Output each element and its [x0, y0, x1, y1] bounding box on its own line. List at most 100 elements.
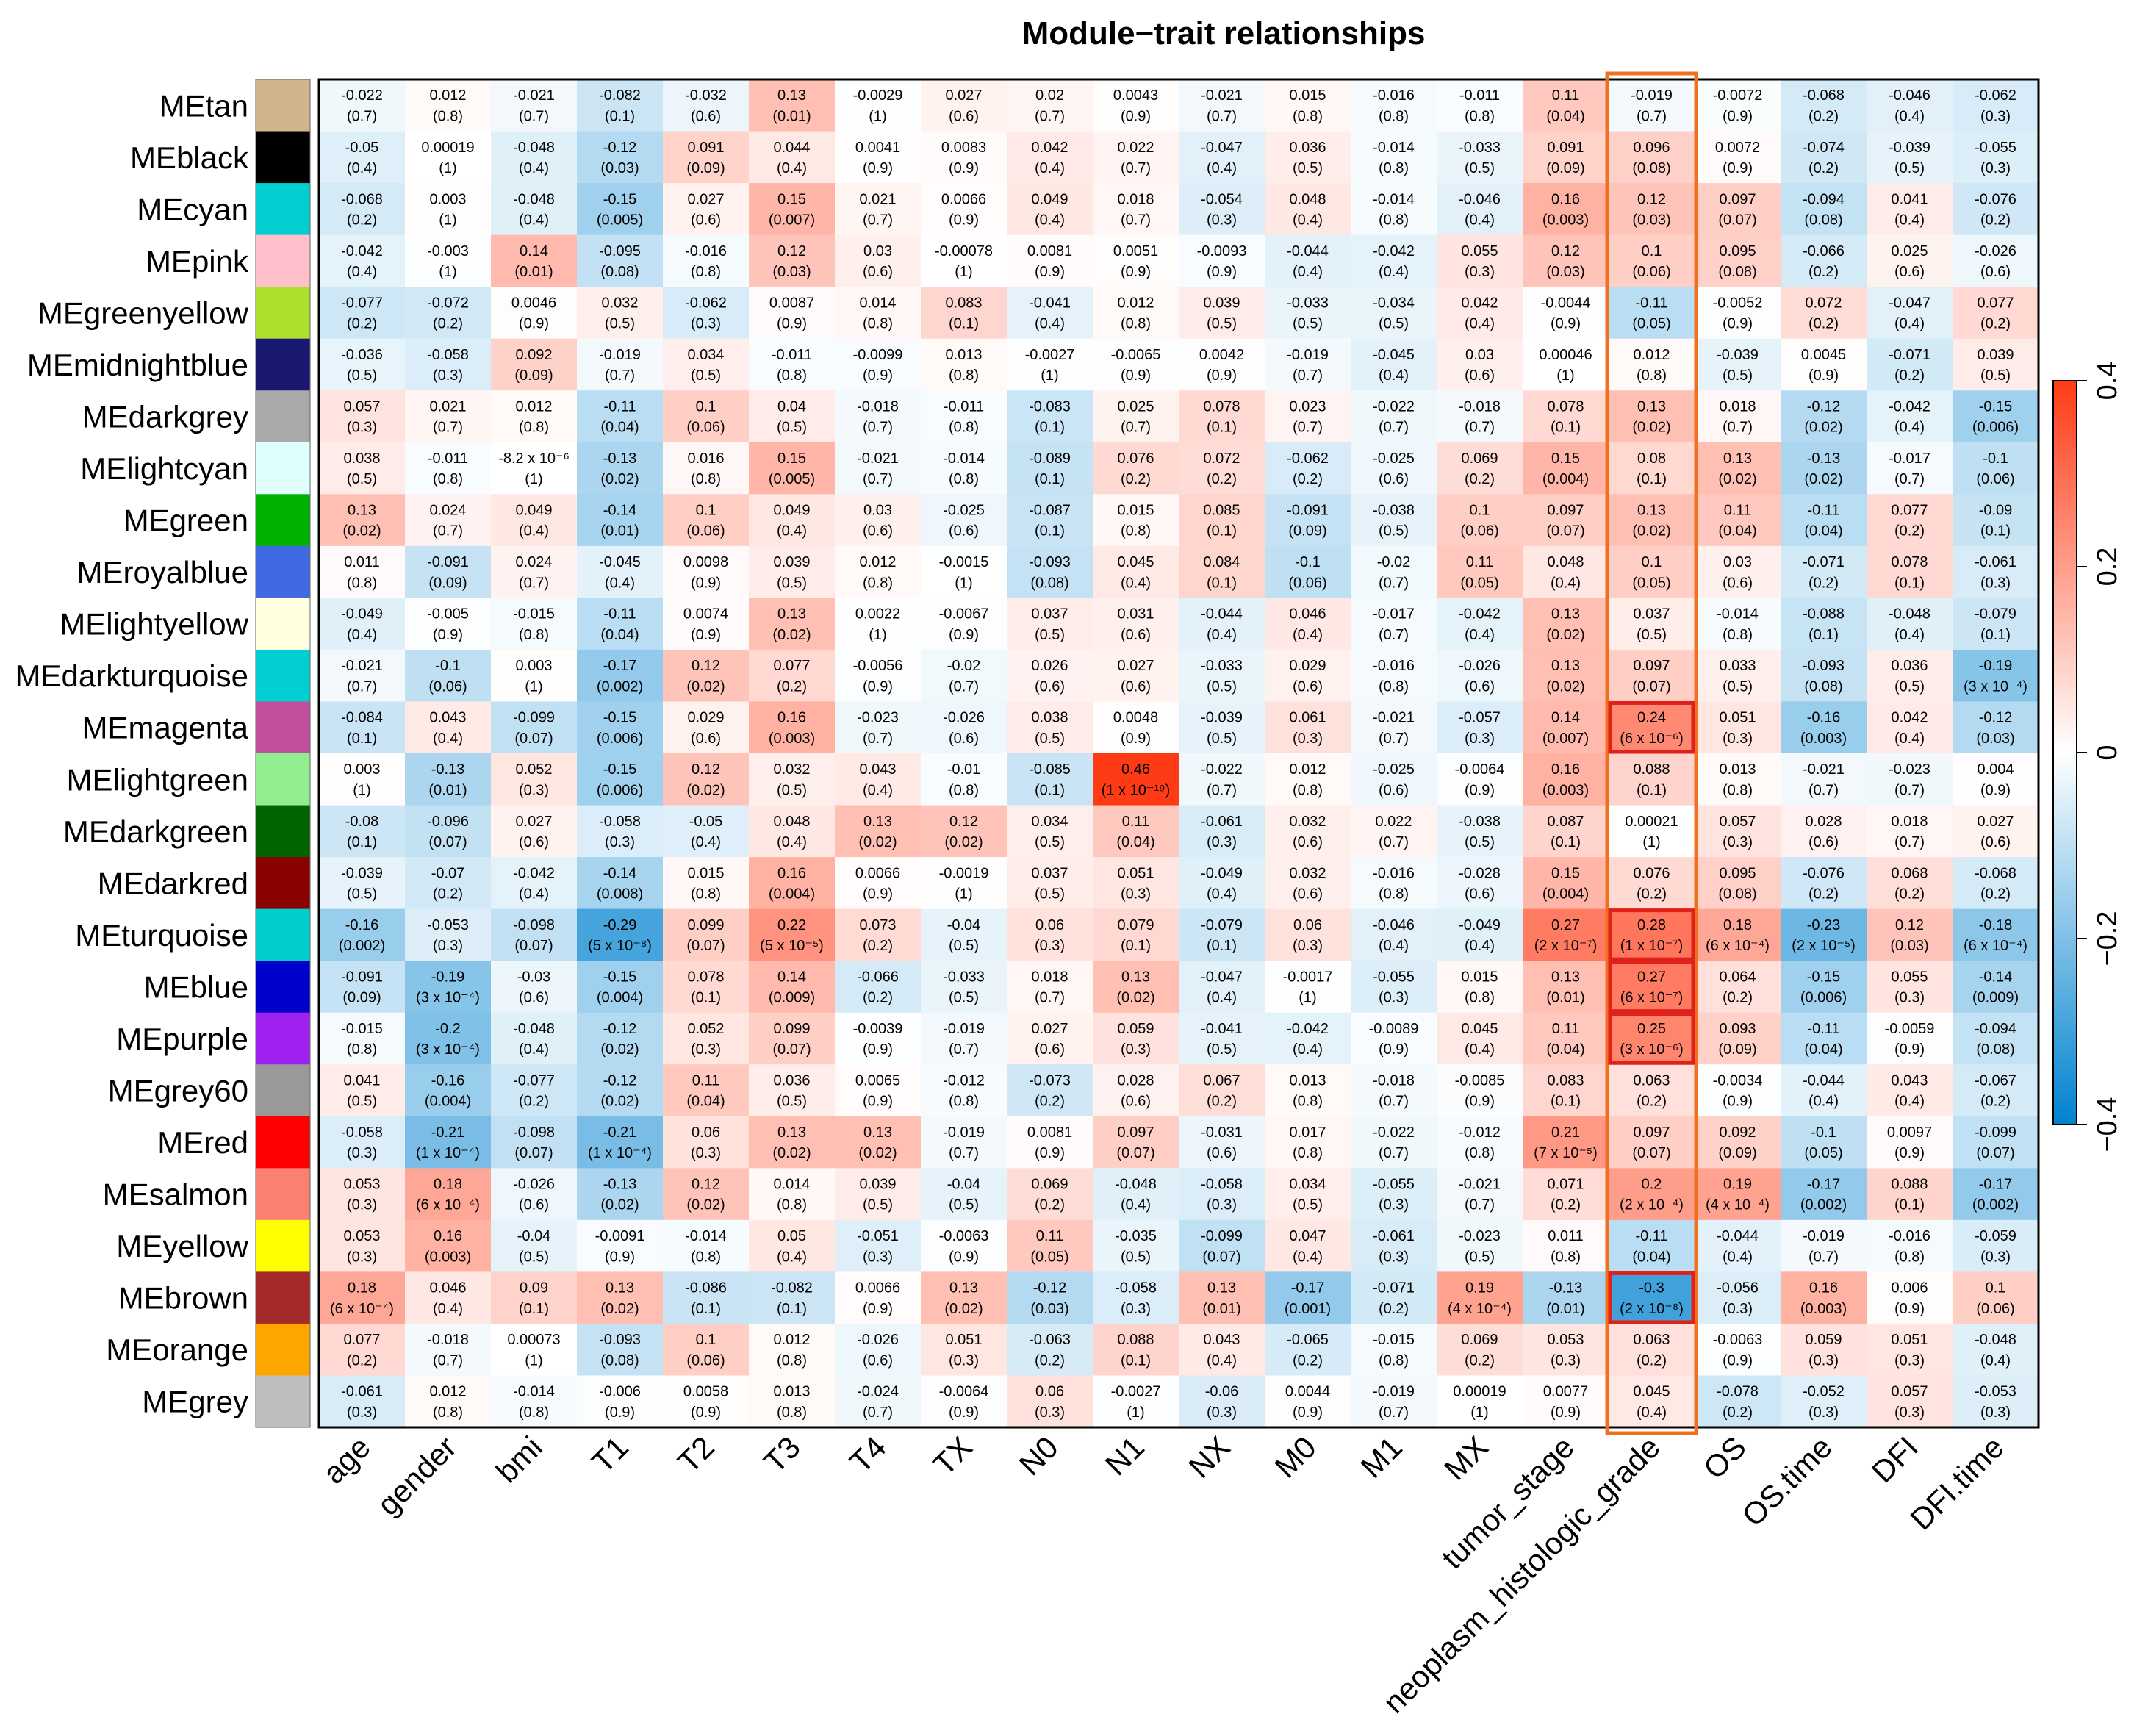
cell-value: 0.012	[1633, 347, 1670, 363]
heatmap-cell	[1007, 961, 1093, 1014]
highlight-column-box	[1605, 71, 1698, 1435]
heatmap-cell	[1351, 442, 1437, 495]
cell-value: -0.079	[1975, 606, 2016, 623]
cell-pvalue: (0.3)	[1293, 731, 1323, 747]
cell-value: 0.0081	[1027, 243, 1072, 259]
cell-pvalue: (0.2)	[777, 678, 807, 695]
cell-value: 0.018	[1891, 814, 1928, 830]
cell-value: -0.05	[345, 140, 379, 156]
cell-pvalue: (0.9)	[691, 575, 721, 591]
heatmap-cell	[1867, 390, 1953, 443]
heatmap-cell	[319, 442, 406, 495]
heatmap-cell	[1265, 753, 1351, 806]
heatmap-cell	[1007, 1271, 1093, 1324]
cell-value: -0.12	[1979, 710, 2013, 726]
cell-value: 0.12	[1637, 191, 1666, 207]
cell-pvalue: (0.9)	[1894, 1145, 1925, 1161]
heatmap-cell	[1523, 1012, 1609, 1065]
cell-pvalue: (0.7)	[1379, 1094, 1409, 1110]
cell-value: 0.028	[1805, 814, 1842, 830]
cell-value: 0.06	[692, 1125, 720, 1141]
row-label: MEdarkgreen	[63, 814, 248, 849]
cell-pvalue: (0.9)	[1808, 367, 1839, 384]
cell-pvalue: (0.4)	[347, 160, 377, 176]
cell-value: 0.037	[1031, 606, 1068, 623]
heatmap-cell	[1265, 442, 1351, 495]
cell-value: 0.042	[1461, 295, 1498, 311]
heatmap-cell	[405, 1323, 492, 1377]
cell-value: 0.079	[1117, 917, 1154, 933]
cell-value: -0.29	[603, 917, 637, 933]
cell-value: 0.13	[348, 503, 376, 519]
cell-value: -0.045	[1373, 347, 1415, 363]
cell-pvalue: (0.1)	[1551, 420, 1581, 436]
cell-pvalue: (0.7)	[1293, 367, 1323, 384]
row-label: MElightgreen	[67, 762, 248, 797]
cell-value: -0.061	[1373, 1228, 1415, 1244]
heatmap-cell	[577, 1219, 664, 1272]
cell-value: -0.021	[857, 451, 899, 467]
cell-value: -0.0085	[1455, 1072, 1505, 1088]
cell-value: -0.091	[1287, 503, 1329, 519]
cell-value: -0.1	[1983, 451, 2008, 467]
cell-pvalue: (0.002)	[1972, 1197, 2019, 1213]
cell-value: -0.0034	[1713, 1072, 1763, 1088]
cell-value: 0.09	[520, 1280, 548, 1296]
cell-value: -0.11	[603, 398, 636, 415]
cell-value: 0.012	[429, 1384, 466, 1400]
cell-pvalue: (2 x 10⁻⁷)	[1534, 938, 1598, 954]
heatmap-cell	[1523, 1271, 1609, 1324]
heatmap-cell	[1523, 390, 1609, 443]
cell-value: 0.18	[348, 1280, 376, 1296]
cell-value: 0.049	[515, 503, 552, 519]
heatmap-cell	[921, 1168, 1007, 1221]
heatmap-cell	[1953, 442, 2039, 495]
heatmap-cell	[1953, 1064, 2039, 1117]
cell-value: -0.086	[685, 1280, 727, 1296]
cell-pvalue: (0.5)	[347, 1094, 377, 1110]
cell-value: -0.0072	[1713, 87, 1763, 104]
cell-value: 0.006	[1891, 1280, 1928, 1296]
heatmap-cell	[1179, 701, 1265, 754]
highlights	[1605, 71, 1698, 1435]
heatmap-cell	[663, 183, 750, 236]
heatmap-cell	[1437, 1012, 1523, 1065]
module-swatch-memagenta	[256, 701, 310, 754]
module-swatch-melightgreen	[256, 753, 310, 806]
heatmap-cell	[1953, 598, 2039, 650]
cell-value: 0.1	[1986, 1280, 2006, 1296]
cell-value: -0.0044	[1541, 295, 1591, 311]
cell-pvalue: (0.5)	[949, 990, 979, 1006]
cell-value: -0.033	[943, 969, 985, 985]
cell-value: -0.012	[943, 1072, 985, 1088]
cell-pvalue: (0.9)	[863, 160, 893, 176]
cell-pvalue: (0.8)	[777, 367, 807, 384]
heatmap-cell	[577, 234, 664, 287]
cell-value: 0.16	[434, 1228, 462, 1244]
cell-value: 0.043	[1203, 1332, 1240, 1348]
cell-pvalue: (0.2)	[1808, 264, 1839, 280]
heatmap-cell	[921, 908, 1007, 961]
cell-value: 0.004	[1977, 761, 2014, 778]
heatmap-cell	[1179, 1012, 1265, 1065]
cell-value: 0.0097	[1887, 1125, 1932, 1141]
cell-pvalue: (0.6)	[519, 990, 549, 1006]
cell-value: 0.11	[1552, 87, 1579, 104]
cell-value: 0.014	[773, 1177, 810, 1193]
cell-pvalue: (0.06)	[1976, 471, 2014, 487]
cell-value: 0.055	[1461, 243, 1498, 259]
cell-value: -0.048	[1889, 606, 1930, 623]
cell-value: -0.13	[1807, 451, 1841, 467]
heatmap-cell	[1351, 287, 1437, 340]
heatmap-cell	[1093, 131, 1179, 184]
cell-value: -0.055	[1975, 140, 2016, 156]
cell-value: -0.095	[599, 243, 641, 259]
cell-value: 0.013	[1719, 761, 1756, 778]
cell-pvalue: (0.7)	[1379, 420, 1409, 436]
cell-value: -0.067	[1975, 1072, 2016, 1088]
cell-pvalue: (0.3)	[1465, 264, 1495, 280]
cell-value: 0.039	[859, 1177, 896, 1193]
cell-pvalue: (0.1)	[1551, 834, 1581, 850]
cell-pvalue: (0.02)	[1632, 523, 1670, 539]
heatmap-cell	[1265, 961, 1351, 1014]
